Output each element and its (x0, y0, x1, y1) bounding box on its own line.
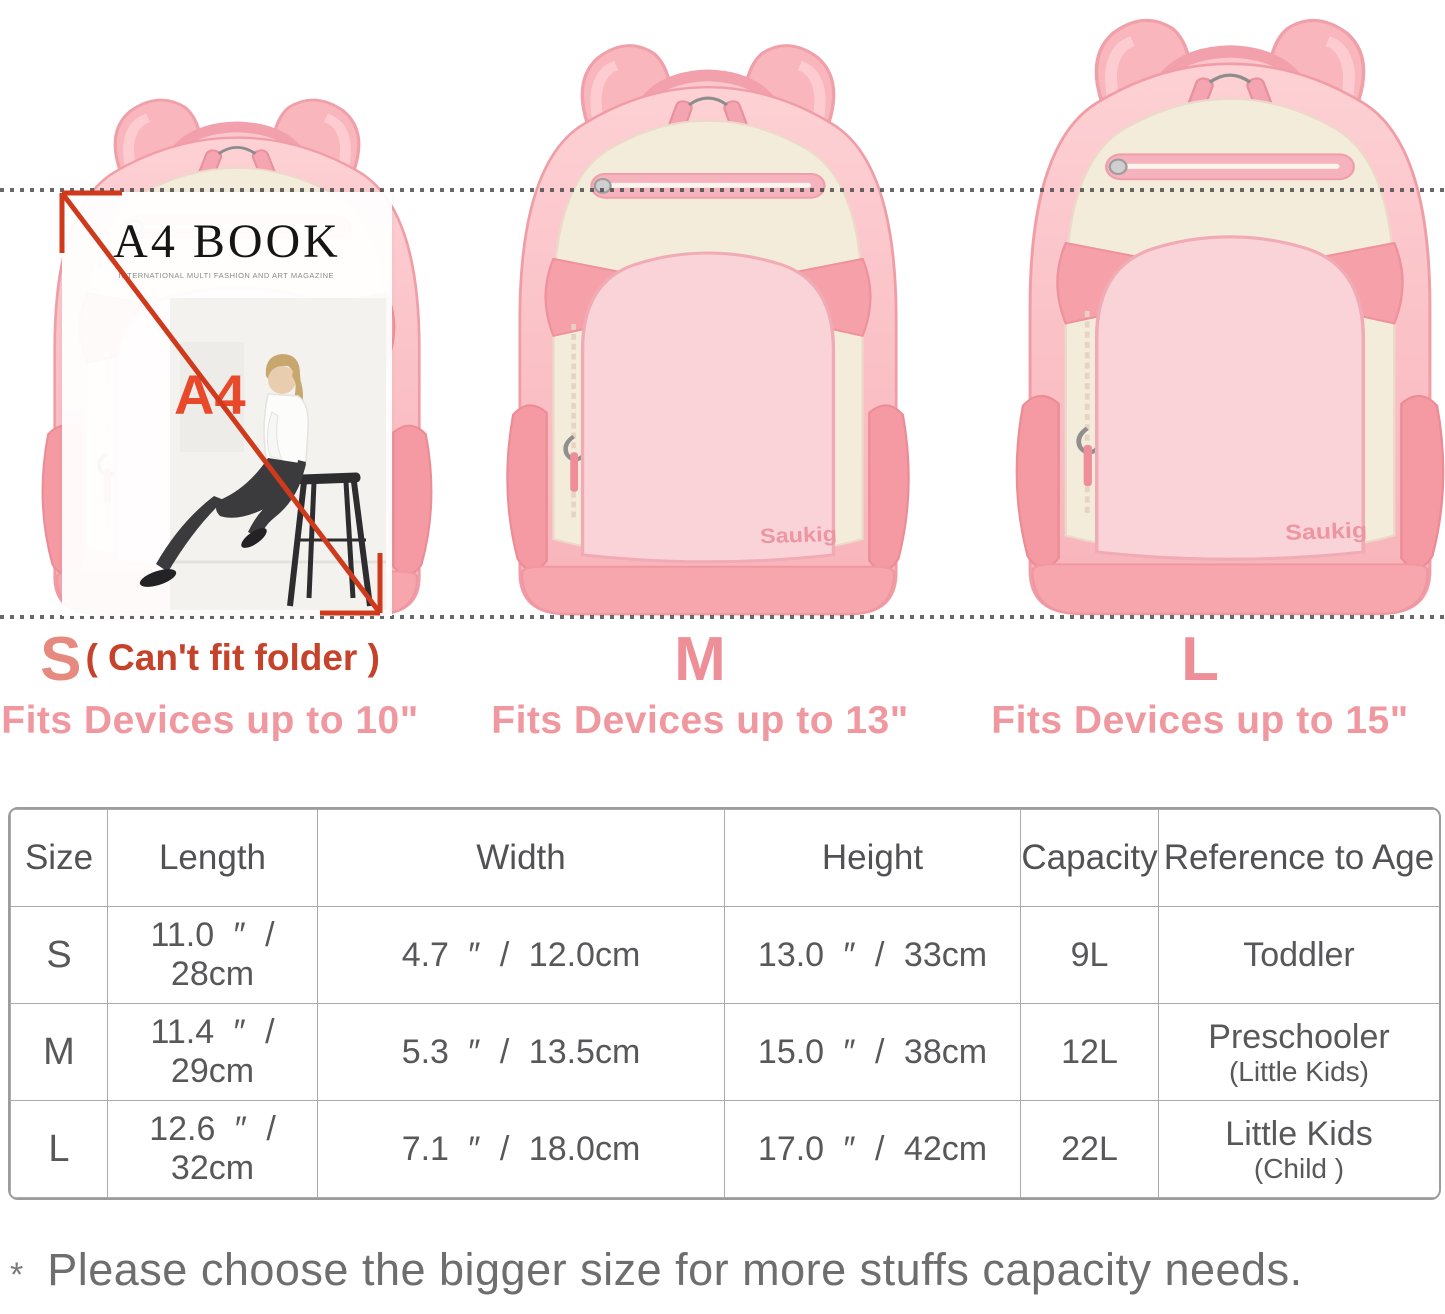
col-header-length: Length (107, 809, 318, 907)
size-letter-s: S (40, 625, 82, 694)
cell-height: 17.0 ″ / 42cm (724, 1100, 1021, 1198)
brand-logo-l: Saukig (1285, 518, 1368, 545)
cell-size: S (10, 906, 108, 1004)
col-header-size: Size (10, 809, 108, 907)
col-header-height: Height (724, 809, 1021, 907)
cell-age: Little Kids (Child ) (1158, 1100, 1439, 1198)
bottom-dashed-guideline (0, 615, 1445, 619)
age-main: Toddler (1243, 935, 1355, 974)
age-sub: (Little Kids) (1228, 1055, 1370, 1087)
cell-length: 11.4 ″ / 29cm (107, 1003, 318, 1101)
age-sub: (Child ) (1253, 1152, 1345, 1184)
col-header-width: Width (317, 809, 725, 907)
brand-logo-m: Saukig (759, 522, 837, 548)
age-main: Preschooler (1208, 1017, 1390, 1056)
cell-size: L (10, 1100, 108, 1198)
cell-age: Toddler (1158, 906, 1439, 1004)
fits-label-m: Fits Devices up to 13" (491, 699, 909, 743)
col-header-age: Reference to Age (1158, 809, 1439, 907)
size-note-s: ( Can't fit folder ) (85, 637, 380, 678)
size-caption-s: S( Can't fit folder ) Fits Devices up to… (0, 625, 425, 743)
size-letter-l: L (1181, 625, 1219, 694)
cell-length: 11.0 ″ / 28cm (107, 906, 318, 1004)
fits-label-l: Fits Devices up to 15" (991, 699, 1409, 743)
cell-width: 4.7 ″ / 12.0cm (317, 906, 725, 1004)
cell-width: 7.1 ″ / 18.0cm (317, 1100, 725, 1198)
table-row-m: M 11.4 ″ / 29cm 5.3 ″ / 13.5cm 15.0 ″ / … (10, 1003, 1439, 1101)
a4-size-label: A4 (174, 363, 246, 426)
size-caption-l: L Fits Devices up to 15" (985, 625, 1415, 743)
top-dashed-guideline (0, 188, 1445, 192)
age-main: Little Kids (1225, 1114, 1373, 1153)
table-row-s: S 11.0 ″ / 28cm 4.7 ″ / 12.0cm 13.0 ″ / … (10, 906, 1439, 1004)
cell-length: 12.6 ″ / 32cm (107, 1100, 318, 1198)
size-table: Size Length Width Height Capacity Refere… (8, 807, 1441, 1200)
backpack-illustration-m: Saukig (484, 28, 932, 620)
col-header-capacity: Capacity (1020, 809, 1159, 907)
footnote-marker: * (10, 1255, 24, 1294)
fits-label-s: Fits Devices up to 10" (1, 699, 419, 743)
cell-height: 15.0 ″ / 38cm (724, 1003, 1021, 1101)
footnote-text: Please choose the bigger size for more s… (47, 1244, 1303, 1295)
backpack-illustration-l: Saukig (992, 2, 1445, 620)
cell-capacity: 9L (1020, 906, 1159, 1004)
footnote: * Please choose the bigger size for more… (8, 1244, 1440, 1296)
cell-height: 13.0 ″ / 33cm (724, 906, 1021, 1004)
table-header-row: Size Length Width Height Capacity Refere… (10, 809, 1439, 907)
a4-book-overlay: A4 BOOK INTERNATIONAL MULTI FASHION AND … (62, 192, 392, 616)
table-row-l: L 12.6 ″ / 32cm 7.1 ″ / 18.0cm 17.0 ″ / … (10, 1100, 1439, 1198)
cell-capacity: 12L (1020, 1003, 1159, 1101)
size-letter-m: M (674, 625, 726, 694)
size-caption-s-line1: S( Can't fit folder ) (0, 625, 425, 694)
cell-age: Preschooler (Little Kids) (1158, 1003, 1439, 1101)
cell-capacity: 22L (1020, 1100, 1159, 1198)
size-caption-m: M Fits Devices up to 13" (485, 625, 915, 743)
cell-width: 5.3 ″ / 13.5cm (317, 1003, 725, 1101)
cell-size: M (10, 1003, 108, 1101)
size-table-grid: Size Length Width Height Capacity Refere… (10, 809, 1439, 1198)
